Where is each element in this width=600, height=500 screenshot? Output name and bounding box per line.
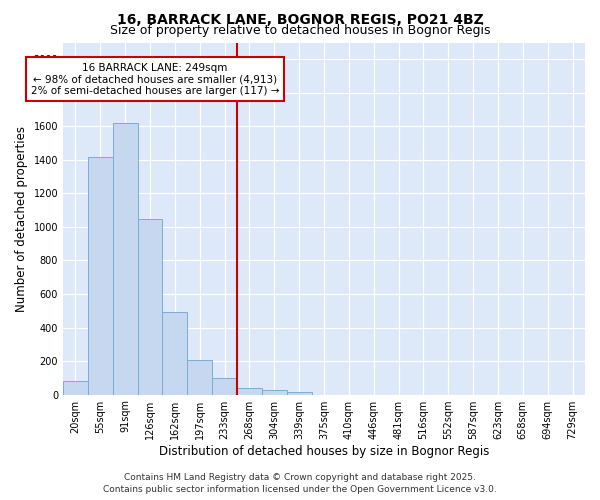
Bar: [88, 156, 113, 394]
Text: 16 BARRACK LANE: 249sqm
← 98% of detached houses are smaller (4,913)
2% of semi-: 16 BARRACK LANE: 249sqm ← 98% of detache…: [31, 62, 279, 96]
Y-axis label: Number of detached properties: Number of detached properties: [15, 126, 28, 312]
Bar: [287, 392, 311, 394]
Text: Size of property relative to detached houses in Bognor Regis: Size of property relative to detached ho…: [110, 24, 490, 37]
X-axis label: Distribution of detached houses by size in Bognor Regis: Distribution of detached houses by size …: [159, 444, 489, 458]
Bar: [163, 312, 187, 394]
Bar: [137, 218, 163, 394]
Bar: [237, 388, 262, 394]
Text: Contains HM Land Registry data © Crown copyright and database right 2025.
Contai: Contains HM Land Registry data © Crown c…: [103, 472, 497, 494]
Bar: [262, 390, 287, 394]
Bar: [63, 381, 88, 394]
Bar: [113, 123, 137, 394]
Bar: [187, 360, 212, 394]
Text: 16, BARRACK LANE, BOGNOR REGIS, PO21 4BZ: 16, BARRACK LANE, BOGNOR REGIS, PO21 4BZ: [116, 12, 484, 26]
Bar: [212, 378, 237, 394]
